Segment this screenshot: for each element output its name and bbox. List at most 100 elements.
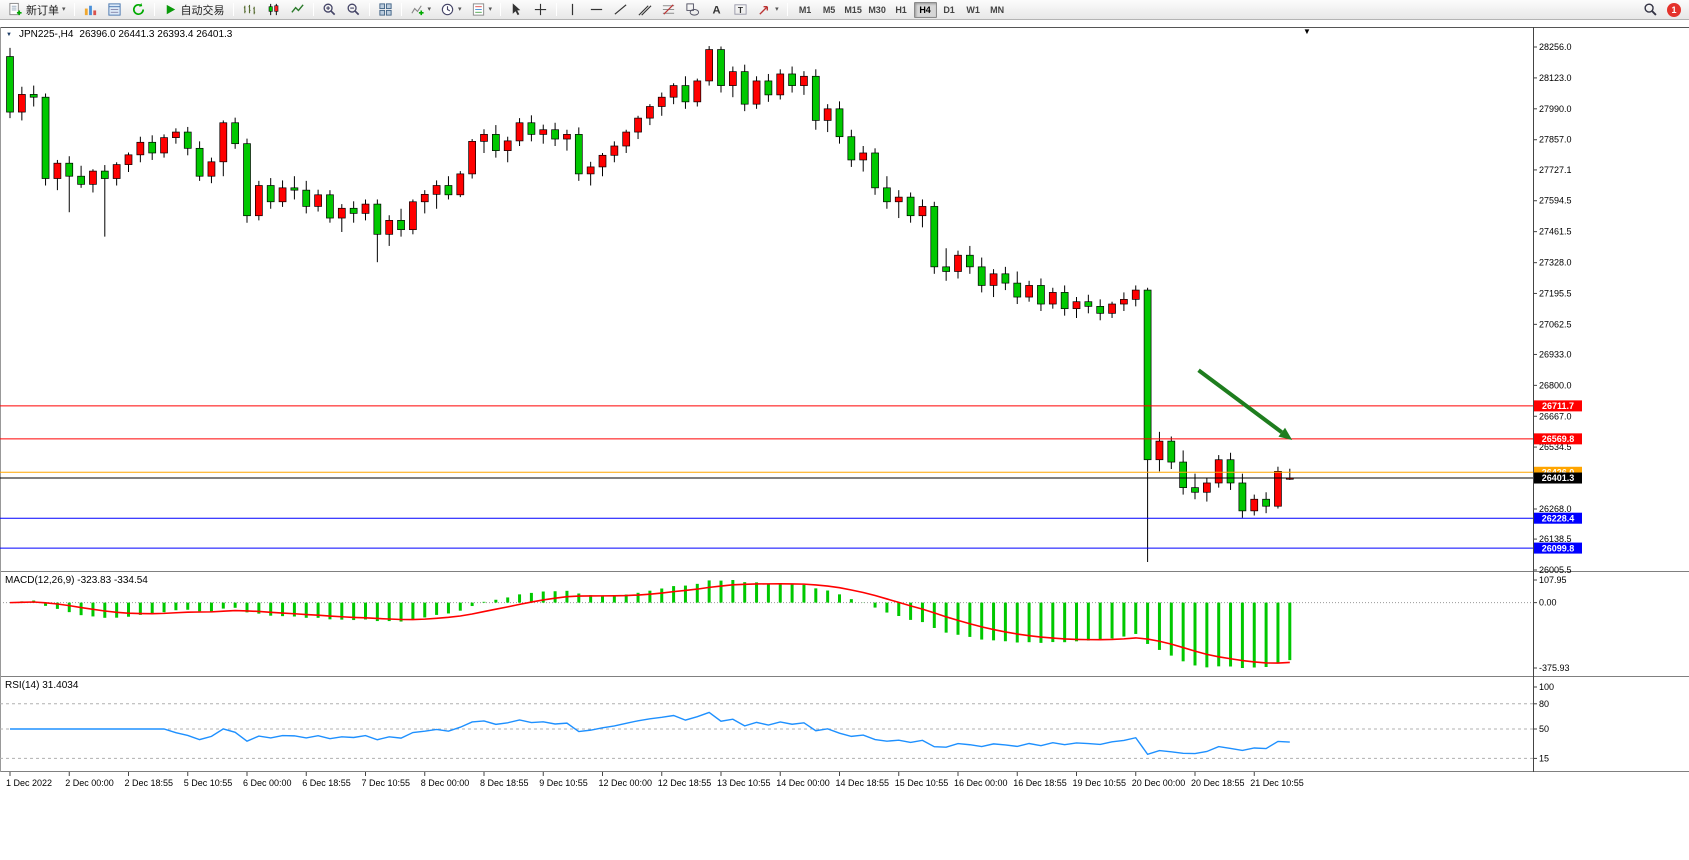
timeframe-m1[interactable]: M1 — [798, 4, 812, 15]
horizontal-line-button[interactable] — [585, 1, 608, 19]
candlestick-chart-button[interactable] — [262, 1, 285, 19]
price-tick-label: 27990.0 — [1539, 104, 1572, 114]
shapes-button[interactable] — [681, 1, 704, 19]
bear-candle — [835, 108, 844, 138]
horizontal-line-icon — [590, 8, 603, 11]
templates-button[interactable]: ▾ — [467, 1, 497, 19]
timeframe-m5[interactable]: M5 — [822, 4, 836, 15]
bull-candle — [515, 122, 524, 142]
auto-trading-icon — [166, 4, 175, 15]
price-tick-label: 27461.5 — [1539, 227, 1572, 237]
timeframe-d1[interactable]: D1 — [943, 4, 955, 15]
price-tag-label: 26401.3 — [1542, 473, 1575, 483]
zoom-out-button[interactable] — [342, 1, 365, 19]
tile-windows-button[interactable] — [374, 1, 397, 19]
channel-icon — [638, 5, 652, 16]
bear-candle — [397, 220, 405, 231]
bull-candle — [1025, 285, 1033, 298]
notification-badge[interactable]: 1 — [1667, 2, 1681, 17]
timeframe-h1[interactable]: H1 — [895, 4, 907, 15]
bull-candle — [1202, 482, 1211, 493]
window-menu-icon[interactable]: ▼ — [6, 31, 12, 38]
new-order-button[interactable]: 新订单 ▾ — [4, 1, 70, 19]
channel-button[interactable] — [633, 1, 656, 19]
text-label-button[interactable]: T — [729, 1, 752, 19]
fibonacci-button[interactable] — [657, 1, 680, 19]
time-tick-label: 12 Dec 18:55 — [658, 778, 712, 788]
time-tick-label: 9 Dec 10:55 — [539, 778, 588, 788]
refresh-button[interactable] — [127, 1, 150, 19]
bull-candle — [1048, 292, 1057, 305]
bear-candle — [29, 94, 38, 98]
bull-candle — [657, 96, 666, 107]
new-order-label: 新订单 — [26, 4, 59, 17]
time-tick-label: 2 Dec 18:55 — [125, 778, 174, 788]
trendline-button[interactable] — [609, 1, 632, 19]
bear-candle — [740, 71, 749, 105]
bear-candle — [883, 187, 891, 203]
bull-candle — [918, 206, 927, 217]
time-tick-label: 6 Dec 00:00 — [243, 778, 292, 788]
periods-button[interactable]: ▾ — [436, 1, 466, 19]
cursor-button[interactable] — [505, 1, 528, 19]
search-icon — [1644, 3, 1657, 16]
price-tick-label: 27727.1 — [1539, 165, 1572, 175]
price-tick-label: 26534.5 — [1539, 442, 1572, 452]
arrows-button[interactable]: ▾ — [753, 1, 783, 19]
macd-signal-line — [9, 583, 1290, 664]
price-tag-label: 26228.4 — [1542, 513, 1575, 523]
new-order-icon — [9, 2, 22, 16]
bull-candle — [172, 131, 180, 138]
bull-candle — [255, 185, 263, 217]
zoom-out-icon — [347, 3, 359, 16]
bar-chart-button[interactable] — [238, 1, 261, 19]
timeframe-h4[interactable]: H4 — [913, 1, 937, 18]
bear-candle — [1179, 461, 1188, 488]
indicators-button[interactable]: ▾ — [406, 1, 436, 19]
auto-trading-button[interactable]: 自动交易 — [159, 1, 229, 19]
chart-frame — [0, 27, 1689, 773]
timeframe-m15[interactable]: M15 — [844, 4, 862, 15]
bull-candle — [160, 137, 168, 154]
bull-candle — [420, 193, 429, 203]
price-axis[interactable]: 28256.0 28123.0 27990.0 27857.0 27727.1 27594… — [1533, 42, 1572, 575]
rsi-pane[interactable] — [0, 703, 1533, 759]
vertical-line-icon — [571, 3, 574, 16]
time-tick-label: 13 Dec 10:55 — [717, 778, 771, 788]
time-tick-label: 2 Dec 00:00 — [65, 778, 114, 788]
line-chart-button[interactable] — [286, 1, 309, 19]
zoom-in-button[interactable] — [318, 1, 341, 19]
price-tick-label: 26800.0 — [1539, 380, 1572, 390]
time-axis[interactable]: 1 Dec 2022 2 Dec 00:00 2 Dec 18:55 5 Dec 10… — [6, 772, 1304, 788]
bull-candle — [989, 273, 998, 286]
bull-candle — [954, 254, 962, 272]
svg-text:A: A — [713, 5, 721, 17]
bull-candle — [432, 185, 441, 195]
bear-candle — [1238, 482, 1247, 512]
vertical-line-button[interactable] — [561, 1, 584, 19]
bull-candle — [468, 141, 476, 175]
bear-candle — [1060, 292, 1069, 310]
market-watch-button[interactable] — [79, 1, 102, 19]
bull-candle — [894, 196, 903, 203]
bear-candle — [942, 266, 951, 272]
bear-candle — [183, 131, 192, 149]
time-tick-label: 7 Dec 10:55 — [362, 778, 411, 788]
shapes-icon — [686, 3, 700, 16]
timeframe-w1[interactable]: W1 — [966, 4, 980, 15]
price-pane[interactable] — [6, 46, 1294, 562]
macd-pane[interactable] — [0, 580, 1533, 668]
chart-shift-marker[interactable]: ▼ — [1303, 27, 1311, 36]
time-tick-label: 15 Dec 10:55 — [895, 778, 949, 788]
crosshair-button[interactable] — [529, 1, 552, 19]
timeframe-mn[interactable]: MN — [990, 4, 1005, 15]
search-button[interactable] — [1639, 1, 1662, 19]
bear-candle — [717, 49, 725, 86]
timeframe-m30[interactable]: M30 — [868, 4, 886, 15]
text-button[interactable]: A — [705, 1, 728, 19]
bear-candle — [965, 254, 974, 268]
bull-candle — [598, 154, 607, 168]
data-window-button[interactable] — [103, 1, 126, 19]
trend-arrow-annotation[interactable] — [1197, 368, 1293, 440]
